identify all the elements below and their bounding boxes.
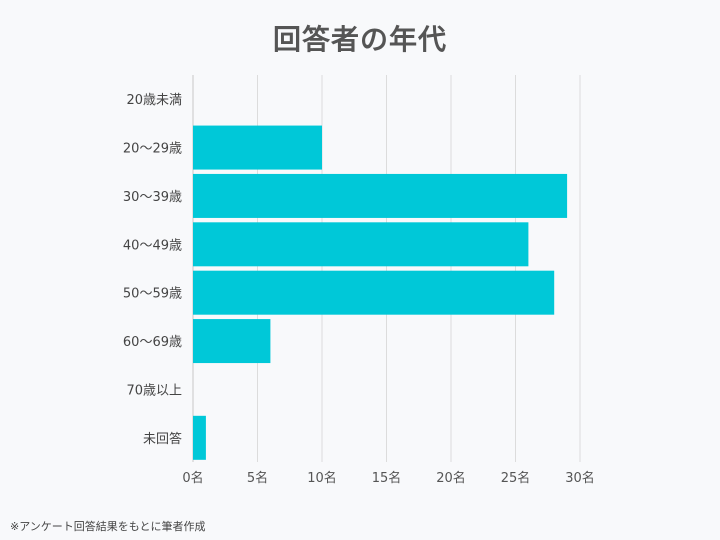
bar-6: [193, 319, 271, 364]
bar-3: [193, 173, 568, 218]
category-label: 20歳未満: [126, 93, 182, 108]
category-label: 20～29歳: [123, 142, 182, 157]
x-tick-label: 20名: [436, 470, 466, 486]
bar-2: [193, 125, 322, 170]
category-labels: 20歳未満 20～29歳 30～39歳 40～49歳 50～59歳 60～69歳 70歳以上…: [123, 93, 182, 447]
x-tick-label: 10名: [307, 470, 337, 486]
x-tick-label: 25名: [501, 470, 531, 486]
bar-5: [193, 270, 555, 315]
category-label: 40～49歳: [123, 238, 182, 253]
x-tick-label: 5名: [247, 470, 268, 486]
x-tick-label: 15名: [372, 470, 402, 486]
x-tick-labels: 0名 5名 10名 15名 20名 25名 30名: [182, 470, 594, 486]
category-label: 未回答: [143, 431, 182, 447]
bar-8: [193, 415, 206, 460]
category-label: 70歳以上: [126, 383, 182, 398]
category-label: 50～59歳: [123, 287, 182, 302]
source-footnote: ※アンケート回答結果をもとに筆者作成: [10, 520, 206, 533]
x-tick-label: 30名: [565, 470, 595, 486]
chart-title: 回答者の年代: [272, 23, 447, 56]
x-tick-label: 0名: [182, 470, 203, 486]
category-label: 30～39歳: [123, 190, 182, 205]
category-label: 60～69歳: [123, 335, 182, 350]
bars: [193, 125, 568, 460]
bar-4: [193, 222, 529, 267]
